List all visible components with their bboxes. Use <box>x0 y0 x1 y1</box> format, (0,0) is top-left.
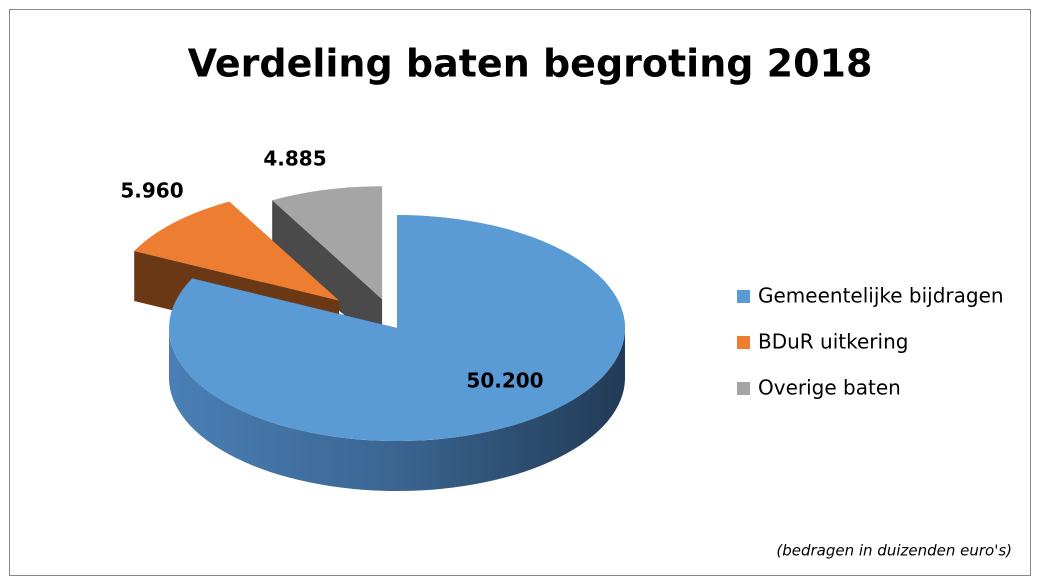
legend-swatch <box>737 336 750 349</box>
slice <box>169 215 626 442</box>
slice <box>272 186 383 300</box>
slice <box>134 201 340 301</box>
slice-face <box>272 200 383 350</box>
legend-swatch <box>737 290 750 303</box>
data-label: 50.200 <box>466 369 543 393</box>
note: (bedragen in duizenden euro's) <box>776 542 1012 560</box>
chart-title: Verdeling baten begroting 2018 <box>188 42 873 86</box>
pie <box>134 186 626 491</box>
slice-side <box>169 328 625 491</box>
legend-label: Gemeentelijke bijdragen <box>758 284 1004 308</box>
legend-swatch <box>737 382 750 395</box>
legend-label: BDuR uitkering <box>758 330 908 354</box>
data-label: 4.885 <box>263 147 326 171</box>
legend-label: Overige baten <box>758 376 901 400</box>
data-label: 5.960 <box>120 179 183 203</box>
